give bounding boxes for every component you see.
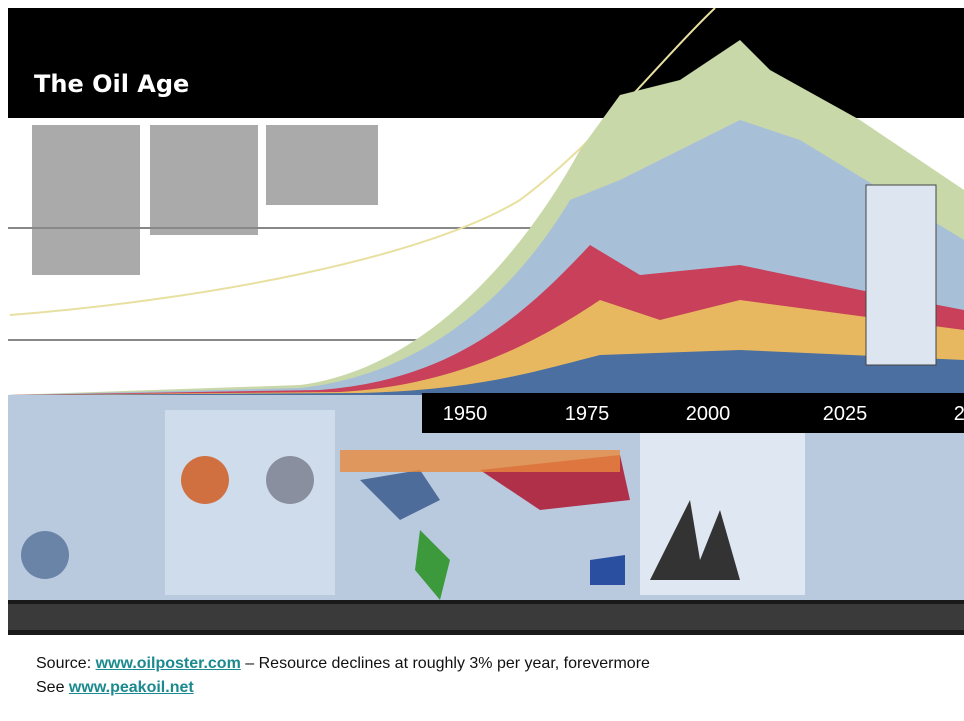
- source-label: Source:: [36, 655, 91, 672]
- see-label: See: [36, 679, 64, 696]
- timeline-year: 1950: [443, 403, 488, 425]
- source-link[interactable]: www.oilposter.com: [96, 655, 241, 672]
- source-text: – Resource declines at roughly 3% per ye…: [245, 655, 650, 672]
- see-link[interactable]: www.peakoil.net: [69, 679, 194, 696]
- timeline-year: 2000: [686, 403, 731, 425]
- poster-title: The Oil Age: [34, 70, 189, 98]
- poster-image: The Oil Age 1950 1975 2000 2025 2050: [0, 0, 964, 640]
- timeline-year: 2025: [823, 403, 868, 425]
- timeline-year: 2050: [954, 403, 964, 425]
- caption: Source: www.oilposter.com – Resource dec…: [36, 652, 650, 700]
- page: The Oil Age 1950 1975 2000 2025 2050 Sou…: [0, 0, 964, 721]
- source-line: Source: www.oilposter.com – Resource dec…: [36, 652, 650, 676]
- timeline-year: 1975: [565, 403, 610, 425]
- poster-artwork: The Oil Age: [8, 8, 964, 635]
- see-line: See www.peakoil.net: [36, 676, 650, 700]
